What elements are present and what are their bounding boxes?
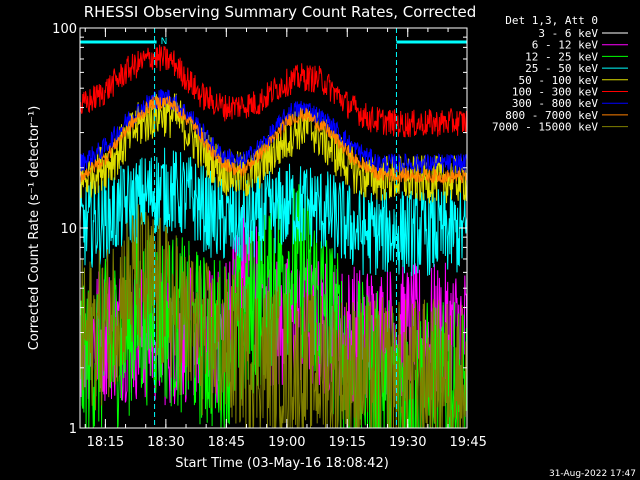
legend-label: 25 - 50 keV [525, 62, 598, 75]
legend-label: 7000 - 15000 keV [492, 121, 598, 134]
series-line-6 [79, 89, 468, 175]
flag-label: N [161, 37, 168, 47]
flag-layer: N [80, 37, 467, 47]
series-layer [79, 44, 468, 429]
series-line-5 [79, 44, 468, 138]
x-tick-label: 18:45 [208, 435, 245, 450]
y-tick-label: 1 [69, 422, 77, 437]
x-axis: 18:15 18:30 18:45 19:00 19:15 19:30 19:45 [84, 28, 487, 450]
y-tick-label: 10 [60, 222, 77, 237]
legend-label: 3 - 6 keV [538, 27, 598, 40]
legend-label: 50 - 100 keV [519, 74, 599, 87]
series-line-2 [79, 184, 468, 429]
y-axis: 1 10 100 [52, 22, 467, 437]
legend-header: Det 1,3, Att 0 [505, 14, 598, 27]
y-axis-label: Corrected Count Rate (s⁻¹ detector⁻¹) [27, 106, 42, 351]
legend-label: 6 - 12 keV [532, 39, 599, 52]
x-tick-label: 19:30 [389, 435, 426, 450]
x-tick-label: 19:00 [268, 435, 305, 450]
x-tick-label: 18:15 [87, 435, 124, 450]
y-tick-label: 100 [52, 22, 77, 37]
legend-label: 12 - 25 keV [525, 50, 598, 63]
x-axis-label: Start Time (03-May-16 18:08:42) [175, 456, 389, 471]
x-tick-label: 19:45 [449, 435, 486, 450]
legend-label: 800 - 7000 keV [505, 109, 598, 122]
legend-label: 100 - 300 keV [512, 86, 598, 99]
x-tick-label: 18:30 [147, 435, 184, 450]
chart-title: RHESSI Observing Summary Count Rates, Co… [84, 3, 477, 21]
series-line-8 [79, 204, 468, 429]
x-tick-label: 19:15 [329, 435, 366, 450]
footer-timestamp: 31-Aug-2022 17:47 [549, 469, 636, 479]
legend-label: 300 - 800 keV [512, 97, 598, 110]
series-line-3 [79, 147, 468, 277]
series-line-7 [79, 95, 468, 185]
